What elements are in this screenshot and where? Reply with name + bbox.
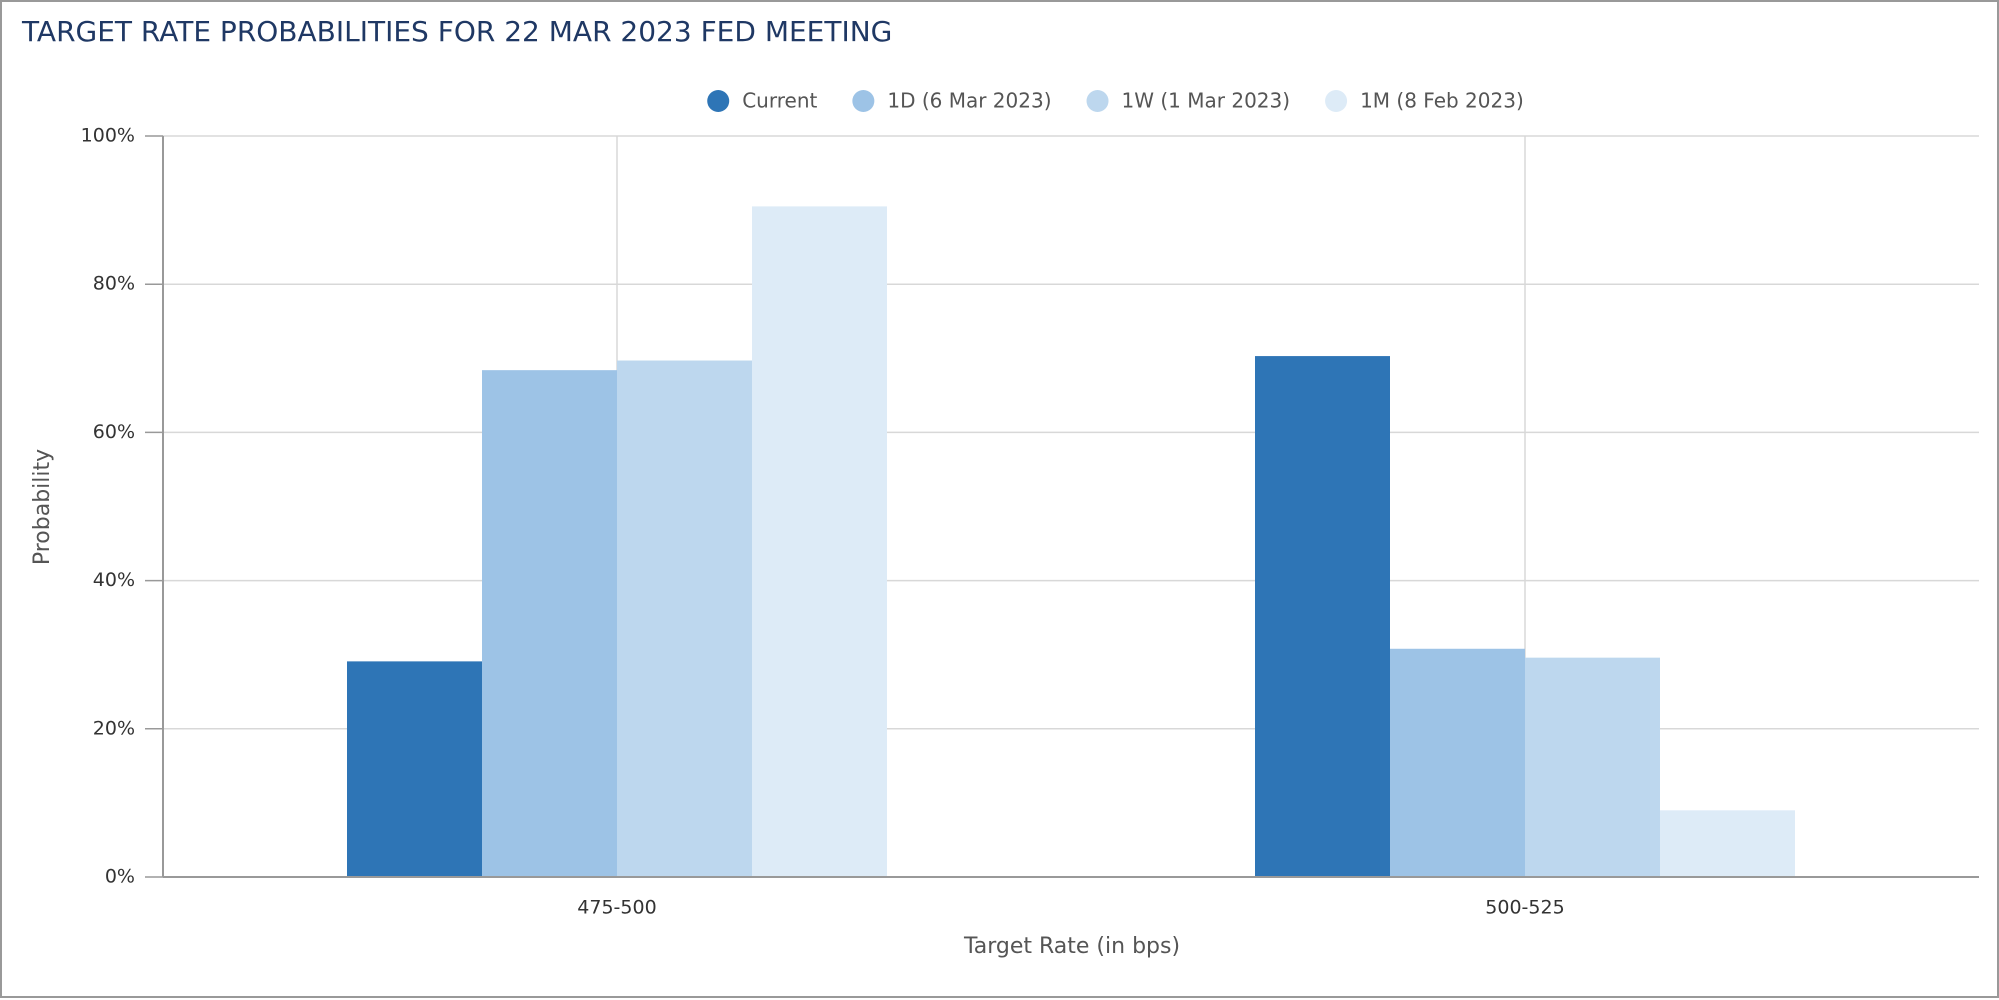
legend-label: Current [742, 89, 817, 113]
y-tick-label: 0% [105, 866, 135, 888]
bar [1390, 648, 1525, 877]
x-tick-label: 475-500 [577, 897, 656, 919]
x-axis-title: Target Rate (in bps) [963, 934, 1180, 959]
legend-marker [707, 90, 730, 112]
legend-label: 1W (1 Mar 2023) [1122, 89, 1291, 113]
legend-item: 1M (8 Feb 2023) [1325, 89, 1524, 113]
bar [752, 206, 887, 877]
bar [1525, 657, 1660, 877]
y-tick-label: 60% [93, 421, 135, 443]
y-tick-label: 40% [93, 569, 135, 591]
legend-label: 1M (8 Feb 2023) [1360, 89, 1524, 113]
legend-marker [1086, 90, 1109, 112]
x-tick-label: 500-525 [1485, 897, 1564, 919]
legend-label: 1D (6 Mar 2023) [887, 89, 1051, 113]
legend-item: 1D (6 Mar 2023) [852, 89, 1052, 113]
y-tick-label: 20% [93, 717, 135, 739]
y-axis-title: Probability [30, 449, 55, 565]
legend-item: 1W (1 Mar 2023) [1086, 89, 1291, 113]
chart-title: TARGET RATE PROBABILITIES FOR 22 MAR 202… [21, 15, 892, 48]
legend-marker [852, 90, 875, 112]
legend-marker [1325, 90, 1348, 112]
legend-item: Current [707, 89, 818, 113]
bar [1255, 356, 1390, 877]
bar [482, 370, 617, 877]
y-tick-label: 100% [81, 125, 135, 147]
bar [347, 661, 482, 877]
bar [617, 360, 752, 877]
y-tick-label: 80% [93, 273, 135, 295]
bar [1660, 810, 1795, 877]
